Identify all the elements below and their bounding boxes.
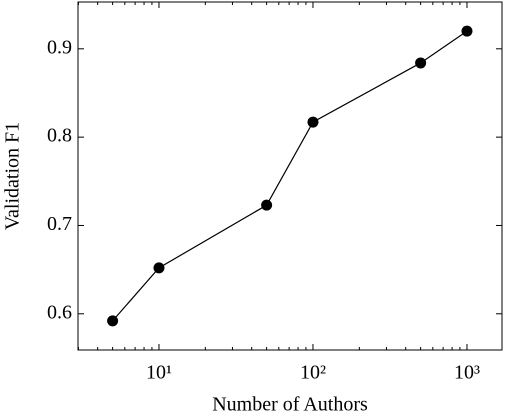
y-axis-label: Validation F1 (2, 122, 24, 230)
plot-frame (77, 1, 503, 351)
x-tick-label: 10¹ (146, 362, 172, 384)
line (112, 30, 468, 322)
x-axis-label: Number of Authors (212, 394, 368, 416)
x-tick-label: 10² (300, 362, 326, 384)
y-tick-label: 0.7 (47, 213, 72, 235)
point (415, 57, 427, 69)
y-tick-label: 0.8 (47, 125, 72, 147)
point (261, 199, 273, 211)
point (107, 315, 119, 327)
point (153, 262, 165, 274)
point (461, 25, 473, 37)
x-tick-label: 10³ (454, 362, 480, 384)
y-tick-label: 0.6 (47, 301, 72, 323)
y-tick-label: 0.9 (47, 36, 72, 58)
point (307, 116, 319, 128)
